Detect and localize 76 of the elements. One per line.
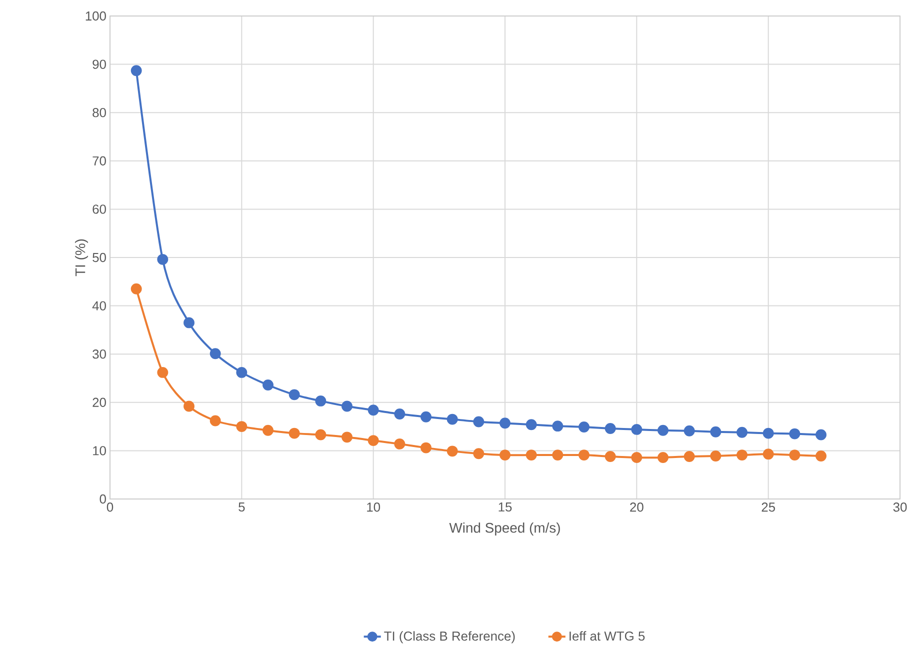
legend-label: TI (Class B Reference) [384,631,515,644]
point [631,452,642,463]
point [394,408,406,420]
x-axis-title: Wind Speed (m/s) [449,522,560,536]
x-tick-label: 0 [106,502,114,512]
point [789,428,800,440]
x-tick-label: 15 [498,502,512,512]
legend-label: Ieff at WTG 5 [570,631,645,641]
point [130,65,142,76]
x-tick-label: 10 [367,502,380,512]
point [500,418,510,429]
y-tick-label: 100 [86,11,106,21]
point [604,451,616,462]
point [262,424,274,436]
point [762,428,774,439]
point [816,450,826,462]
point [420,411,432,422]
point [184,400,194,412]
point [368,435,379,446]
point [262,380,274,390]
point [578,422,590,433]
y-tick-label: 60 [92,204,106,214]
y-tick-label: 30 [92,350,106,359]
point [184,317,194,328]
point [210,348,221,360]
point [288,389,300,400]
y-tick-label: 70 [92,156,106,166]
y-axis-title: TI (%) [75,239,88,276]
point [446,414,458,425]
point [604,422,616,434]
point [315,395,326,406]
point [473,416,484,428]
x-tick-label: 5 [238,502,245,512]
y-tick-label: 90 [92,60,106,69]
point [658,452,668,463]
point [157,366,168,378]
point [578,450,590,461]
point [500,450,510,461]
point [631,424,642,435]
point [236,421,248,432]
point [526,450,537,461]
point [710,426,722,438]
point [157,254,168,265]
y-tick-label: 10 [93,446,106,456]
point [684,425,695,436]
point [315,429,326,440]
point [710,450,722,462]
point [394,438,406,450]
y-tick-label: 50 [92,252,106,262]
point [473,448,484,460]
point [130,283,142,294]
point [736,450,748,461]
point [420,442,432,454]
point [446,446,458,457]
point [342,432,352,443]
y-tick-label: 40 [92,301,106,310]
x-tick-label: 20 [630,502,644,512]
y-tick-label: 0 [100,494,106,504]
point [552,420,564,432]
x-tick-label: 30 [893,502,907,512]
point [552,450,564,461]
point [658,424,668,436]
point [288,428,300,439]
point [684,451,695,462]
point [526,419,537,430]
point [368,404,379,416]
y-tick-label: 20 [92,398,106,407]
point [789,450,800,461]
point [736,426,748,438]
point [210,415,221,426]
point [236,366,248,378]
x-tick-label: 25 [762,502,775,512]
point [342,400,352,412]
point [816,429,826,440]
y-tick-label: 80 [92,108,106,118]
point [762,448,774,460]
